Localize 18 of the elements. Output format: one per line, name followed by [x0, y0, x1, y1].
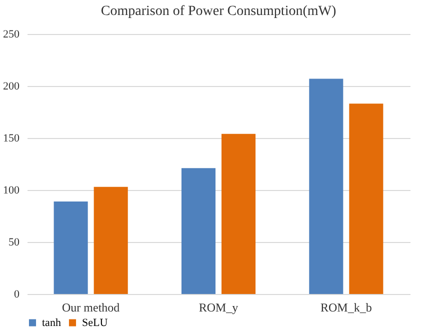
bar [309, 78, 344, 294]
x-tick-label: ROM_k_b [320, 300, 372, 314]
y-tick-label: 50 [8, 236, 20, 248]
bar [222, 134, 256, 294]
bar [94, 186, 128, 294]
legend-label: tanh [42, 316, 62, 329]
x-tick-label: ROM_y [198, 300, 238, 314]
y-tick-label: 0 [14, 288, 20, 300]
bar [349, 104, 384, 294]
y-tick-label: 100 [3, 184, 20, 196]
y-tick-label: 200 [3, 80, 20, 92]
legend-label: SeLU [82, 316, 108, 329]
y-tick-label: 150 [3, 132, 20, 144]
bar [181, 168, 216, 294]
chart-title: Comparison of Power Consumption(mW) [100, 4, 336, 19]
bar [54, 201, 88, 294]
x-tick-label: Our method [62, 300, 120, 314]
y-tick-label: 250 [3, 28, 20, 40]
